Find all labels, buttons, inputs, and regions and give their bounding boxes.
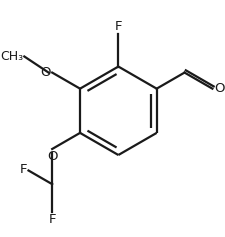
Text: F: F (48, 213, 56, 226)
Text: O: O (47, 150, 57, 163)
Text: F: F (114, 20, 122, 33)
Text: F: F (19, 163, 27, 176)
Text: O: O (40, 66, 50, 79)
Text: CH₃: CH₃ (0, 50, 23, 63)
Text: O: O (214, 82, 224, 95)
